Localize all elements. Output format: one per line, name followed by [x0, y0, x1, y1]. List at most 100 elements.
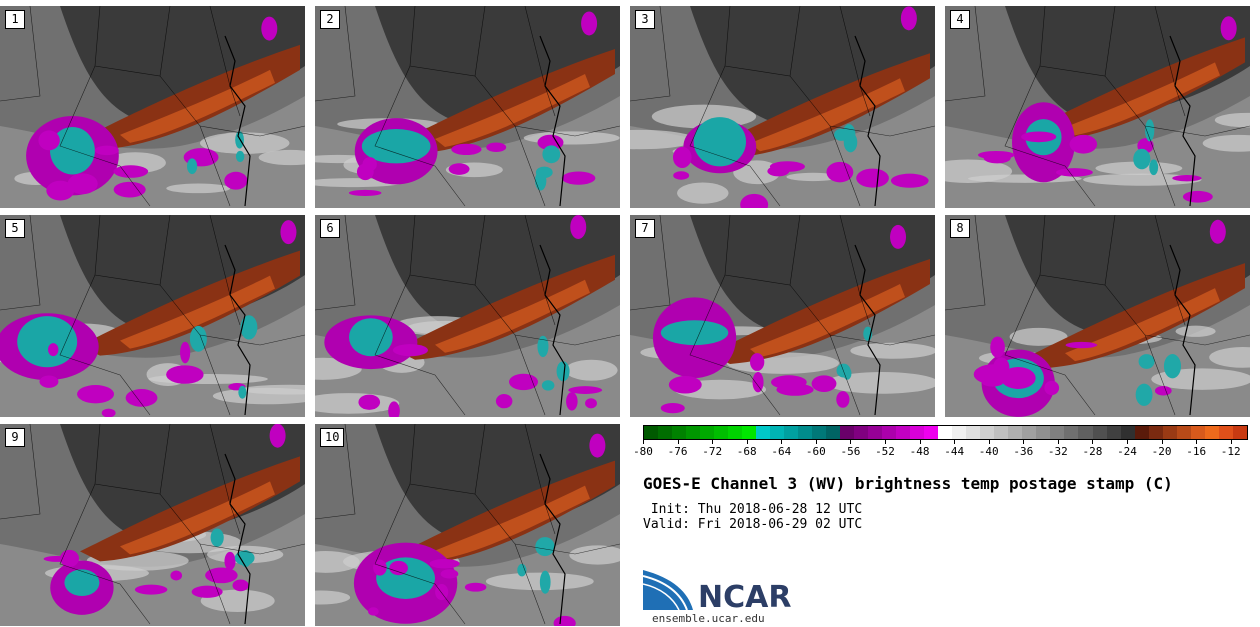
postage-stamp-panel: 10	[315, 424, 620, 626]
valid-time: Valid: Fri 2018-06-29 02 UTC	[643, 517, 863, 532]
colorbar-swatch	[1148, 426, 1163, 439]
colorbar-tick-mark	[954, 440, 956, 444]
panel-number-label: 4	[950, 10, 970, 29]
colorbar-swatch	[1092, 426, 1107, 439]
postage-stamp-panel: 8	[945, 215, 1250, 417]
colorbar-tick-mark	[643, 440, 644, 444]
colorbar-tick-mark	[1092, 440, 1094, 444]
colorbar-swatch	[1190, 426, 1205, 439]
colorbar-swatch	[700, 426, 715, 439]
colorbar-swatch	[714, 426, 729, 439]
colorbar-tick-mark	[1057, 440, 1059, 444]
colorbar-swatch	[896, 426, 911, 439]
panel-number-label: 1	[5, 10, 25, 29]
postage-stamp-panel: 5	[0, 215, 305, 417]
colorbar-tick-label: -80	[633, 445, 653, 458]
colorbar-tick-mark	[850, 440, 852, 444]
colorbar-tick-mark	[712, 440, 714, 444]
colorbar-tick-label: -40	[978, 445, 999, 458]
colorbar-tick-label: -68	[736, 445, 757, 458]
colorbar-swatch	[770, 426, 785, 439]
colorbar-tick-label: -52	[875, 445, 895, 458]
panel-number-label: 3	[635, 10, 655, 29]
colorbar-tick-mark	[781, 440, 783, 444]
colorbar-swatch	[826, 426, 841, 439]
colorbar-tick-mark	[1161, 440, 1163, 444]
colorbar-tick-mark	[1196, 440, 1198, 444]
colorbar-tick-mark	[746, 440, 748, 444]
colorbar-swatch	[854, 426, 869, 439]
colorbar-tick-label: -28	[1082, 445, 1103, 458]
colorbar-swatch	[868, 426, 883, 439]
colorbar-swatch	[924, 426, 939, 439]
wv-brightness-map	[315, 6, 620, 208]
colorbar-tick-label: -72	[702, 445, 723, 458]
colorbar-swatch	[686, 426, 701, 439]
colorbar-swatch	[798, 426, 813, 439]
panel-number-label: 5	[5, 219, 25, 238]
panel-number-label: 2	[320, 10, 340, 29]
panel-number-label: 7	[635, 219, 655, 238]
init-time: Init: Thu 2018-06-28 12 UTC	[643, 502, 863, 517]
wv-brightness-map	[315, 215, 620, 417]
postage-stamp-panel: 4	[945, 6, 1250, 208]
colorbar-tick-label: -60	[805, 445, 826, 458]
postage-stamp-panel: 6	[315, 215, 620, 417]
colorbar-swatch	[1008, 426, 1023, 439]
postage-stamp-panel: 3	[630, 6, 935, 208]
colorbar-swatch	[728, 426, 743, 439]
colorbar-tick-label: -36	[1013, 445, 1034, 458]
colorbar-swatch	[756, 426, 771, 439]
panel-number-label: 10	[320, 428, 345, 447]
colorbar-swatch	[882, 426, 897, 439]
wv-brightness-map	[630, 6, 935, 208]
colorbar	[643, 425, 1248, 440]
colorbar-swatch	[1106, 426, 1121, 439]
ncar-logo-icon	[643, 570, 693, 611]
colorbar-tick-label: -12	[1220, 445, 1241, 458]
colorbar-swatch	[938, 426, 953, 439]
wv-brightness-map	[0, 424, 305, 626]
wv-brightness-map	[0, 6, 305, 208]
colorbar-swatch	[1022, 426, 1037, 439]
colorbar-swatch	[1204, 426, 1219, 439]
colorbar-swatch	[1120, 426, 1135, 439]
colorbar-swatch	[672, 426, 687, 439]
colorbar-tick-label: -24	[1117, 445, 1137, 458]
colorbar-swatch	[910, 426, 925, 439]
colorbar-swatch	[742, 426, 757, 439]
wv-brightness-map	[945, 6, 1250, 208]
colorbar-swatch	[840, 426, 855, 439]
colorbar-tick-mark	[988, 440, 990, 444]
postage-stamp-panel: 1	[0, 6, 305, 208]
colorbar-tick-mark	[885, 440, 886, 444]
colorbar-swatch	[966, 426, 981, 439]
colorbar-swatch	[812, 426, 827, 439]
plot-title: GOES-E Channel 3 (WV) brightness temp po…	[643, 474, 1173, 493]
colorbar-swatch	[1232, 426, 1247, 439]
wv-brightness-map	[630, 215, 935, 417]
colorbar-swatch	[1218, 426, 1233, 439]
colorbar-tick-label: -44	[944, 445, 965, 458]
colorbar-swatch	[1036, 426, 1051, 439]
colorbar-tick-mark	[1023, 440, 1025, 444]
colorbar-swatch	[1134, 426, 1149, 439]
colorbar-tick-label: -76	[667, 445, 688, 458]
panel-number-label: 8	[950, 219, 970, 238]
colorbar-swatch	[644, 426, 659, 439]
colorbar-tick-mark	[677, 440, 679, 444]
colorbar-tick-label: -56	[840, 445, 861, 458]
colorbar-tick-label: -64	[771, 445, 792, 458]
logo-text: NCAR	[698, 580, 792, 615]
colorbar-swatch	[784, 426, 799, 439]
panel-number-label: 9	[5, 428, 25, 447]
colorbar-tick-label: -20	[1151, 445, 1172, 458]
colorbar-tick-label: -16	[1186, 445, 1207, 458]
colorbar-swatch	[1078, 426, 1093, 439]
wv-brightness-map	[0, 215, 305, 417]
colorbar-swatch	[952, 426, 967, 439]
panel-number-label: 6	[320, 219, 340, 238]
colorbar-tick-label: -48	[909, 445, 930, 458]
postage-stamp-panel: 9	[0, 424, 305, 626]
colorbar-swatch	[658, 426, 673, 439]
